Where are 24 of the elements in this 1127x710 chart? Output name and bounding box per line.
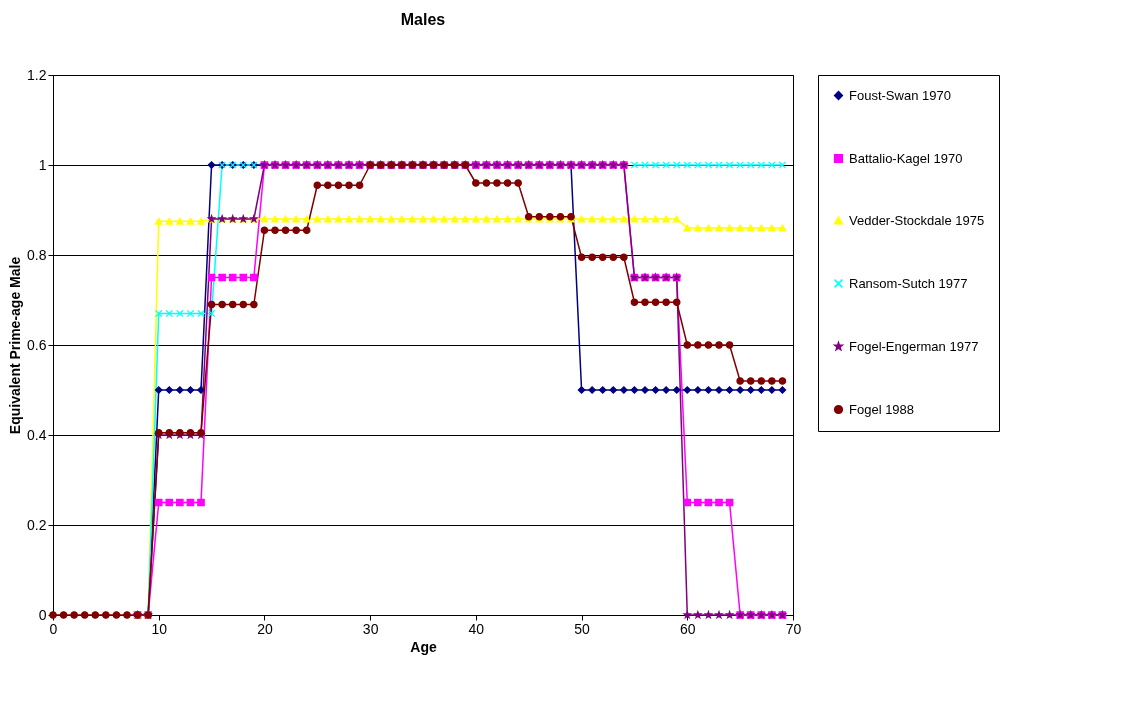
legend-label: Battalio-Kagel 1970 — [849, 150, 963, 166]
x-axis-title: Age — [410, 638, 437, 655]
chart-title: Males — [400, 11, 446, 28]
x-tick-label: 50 — [574, 620, 591, 637]
y-tick-label: 0.8 — [27, 246, 47, 263]
x-tick-label: 30 — [362, 620, 379, 637]
legend-label: Fogel 1988 — [849, 401, 915, 417]
x-tick-label: 60 — [680, 620, 696, 637]
y-tick-label: 1 — [38, 156, 47, 173]
x-tick-label: 10 — [151, 620, 168, 637]
x-tick-label: 70 — [785, 620, 802, 637]
y-tick-label: 0.2 — [27, 516, 47, 533]
y-axis-title: Equivalent Prime-age Male — [7, 256, 24, 435]
y-tick-label: 1.2 — [27, 66, 47, 83]
x-tick-label: 40 — [468, 620, 485, 637]
y-tick-label: 0.4 — [27, 426, 47, 443]
y-tick-label: 0 — [38, 606, 47, 623]
legend-label: Fogel-Engerman 1977 — [849, 338, 979, 354]
legend-label: Ransom-Sutch 1977 — [849, 275, 968, 291]
y-tick-label: 0.6 — [27, 336, 47, 353]
x-tick-label: 20 — [257, 620, 273, 637]
legend-label: Vedder-Stockdale 1975 — [849, 212, 985, 228]
legend-label: Foust-Swan 1970 — [849, 87, 951, 103]
x-tick-label: 0 — [49, 620, 58, 637]
